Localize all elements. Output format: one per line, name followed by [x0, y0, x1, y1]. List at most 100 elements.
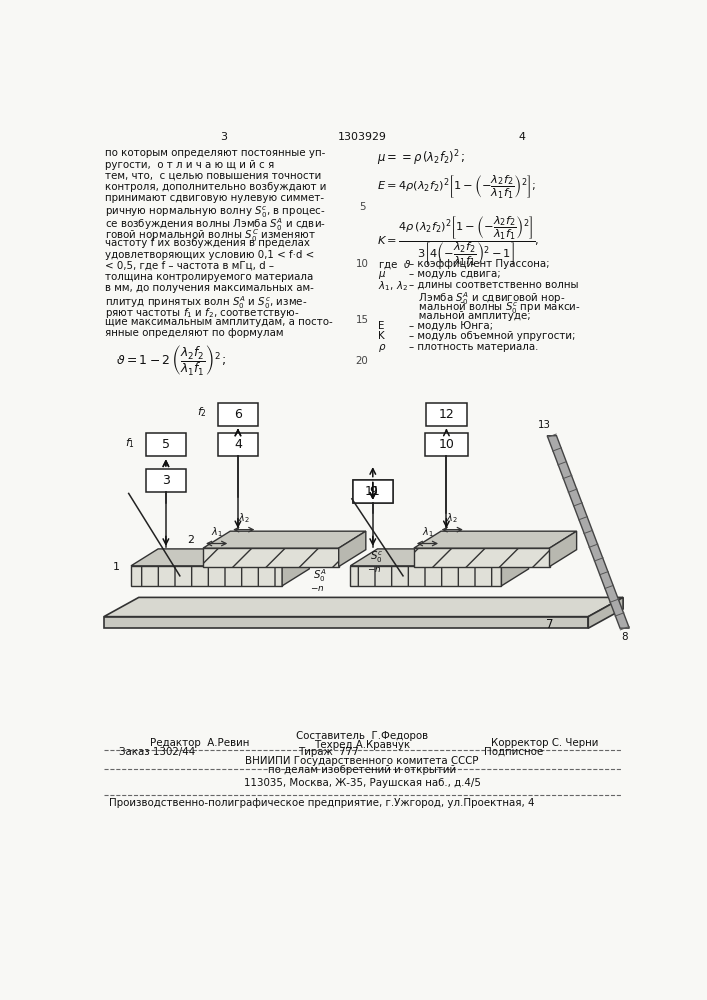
Text: $S_0^c$: $S_0^c$	[370, 550, 382, 565]
Bar	[131, 566, 282, 586]
Text: $-n$: $-n$	[367, 565, 381, 574]
Text: $\mu$: $\mu$	[378, 269, 387, 281]
Text: $\lambda_2$: $\lambda_2$	[446, 511, 458, 525]
Text: 12: 12	[438, 408, 455, 421]
Text: 5: 5	[162, 438, 170, 451]
Text: 2: 2	[187, 535, 194, 545]
Text: щие максимальным амплитудам, а посто-: щие максимальным амплитудам, а посто-	[105, 317, 333, 327]
Text: по делам изобретений и открытий: по делам изобретений и открытий	[268, 765, 456, 775]
Text: 113035, Москва, Ж-35, Раушская наб., д.4/5: 113035, Москва, Ж-35, Раушская наб., д.4…	[243, 778, 480, 788]
Text: – модуль Юнга;: – модуль Юнга;	[409, 321, 493, 331]
Text: 8: 8	[621, 632, 627, 642]
Text: тем, что,  с целью повышения точности: тем, что, с целью повышения точности	[105, 171, 322, 181]
Bar	[425, 433, 468, 456]
Polygon shape	[104, 617, 588, 628]
Text: E: E	[378, 321, 385, 331]
Text: ричную нормальную волну $S_0^c$, в процес-: ричную нормальную волну $S_0^c$, в проце…	[105, 205, 326, 220]
Text: 10: 10	[438, 438, 455, 451]
Text: 7: 7	[546, 618, 553, 631]
Text: удовлетворяющих условию 0,1 < f·d <: удовлетворяющих условию 0,1 < f·d <	[105, 250, 315, 260]
Polygon shape	[282, 549, 309, 586]
Bar	[203, 548, 339, 567]
Text: Составитель  Г.Федоров: Составитель Г.Федоров	[296, 731, 428, 741]
Polygon shape	[339, 531, 366, 567]
Text: 10: 10	[356, 259, 368, 269]
Text: принимают сдвиговую нулевую симмет-: принимают сдвиговую нулевую симмет-	[105, 193, 325, 203]
Bar	[351, 566, 501, 586]
Text: $f_2$: $f_2$	[197, 405, 207, 419]
Text: $\lambda_2$: $\lambda_2$	[238, 511, 250, 525]
Polygon shape	[131, 549, 309, 566]
Text: 11: 11	[365, 485, 380, 498]
Text: – длины соответственно волны: – длины соответственно волны	[409, 279, 579, 289]
Text: Производственно-полиграфическое предприятие, г.Ужгород, ул.Проектная, 4: Производственно-полиграфическое предприя…	[109, 798, 534, 808]
Text: мальной амплитуде;: мальной амплитуде;	[409, 311, 531, 321]
Polygon shape	[501, 549, 529, 586]
Bar	[218, 403, 258, 426]
Polygon shape	[203, 531, 366, 548]
Text: ряют частоты $f_1$ и $f_2$, соответствую-: ряют частоты $f_1$ и $f_2$, соответствую…	[105, 306, 300, 320]
Text: ругости,  о т л и ч а ю щ и й с я: ругости, о т л и ч а ю щ и й с я	[105, 160, 275, 170]
Text: мальной волны $S_0^c$ при макси-: мальной волны $S_0^c$ при макси-	[409, 300, 581, 316]
Text: 15: 15	[356, 315, 368, 325]
Text: Лэмба $S_0^A$ и сдвиговой нор-: Лэмба $S_0^A$ и сдвиговой нор-	[409, 290, 566, 307]
Text: частоту f их возбуждения в пределах: частоту f их возбуждения в пределах	[105, 238, 310, 248]
Text: – плотность материала.: – плотность материала.	[409, 342, 539, 352]
Text: $-n$: $-n$	[310, 584, 325, 593]
Text: $\lambda_1,\,\lambda_2$: $\lambda_1,\,\lambda_2$	[378, 279, 409, 293]
Text: где  $\vartheta$: где $\vartheta$	[378, 259, 411, 271]
Text: 3: 3	[221, 132, 228, 142]
Text: Корректор С. Черни: Корректор С. Черни	[491, 738, 599, 748]
Text: $\mu = = \rho\,(\lambda_2 f_2)^2\,;$: $\mu = = \rho\,(\lambda_2 f_2)^2\,;$	[377, 148, 465, 168]
Text: Заказ 1302/44: Заказ 1302/44	[119, 747, 196, 757]
Text: янные определяют по формулам: янные определяют по формулам	[105, 328, 284, 338]
Bar	[146, 469, 186, 492]
Polygon shape	[351, 549, 529, 566]
Text: контроля, дополнительно возбуждают и: контроля, дополнительно возбуждают и	[105, 182, 327, 192]
Text: Техред А.Кравчук: Техред А.Кравчук	[314, 740, 410, 750]
Text: $K = \dfrac{4\rho\,(\lambda_2 f_2)^2\left[1 - \left(-\dfrac{\lambda_2 f_2}{\lamb: $K = \dfrac{4\rho\,(\lambda_2 f_2)^2\lef…	[377, 214, 539, 268]
Text: 1: 1	[112, 562, 119, 572]
Text: 6: 6	[234, 408, 242, 421]
Text: $\lambda_1$: $\lambda_1$	[421, 525, 433, 539]
Text: $E = 4\rho(\lambda_2 f_2)^2\left[1 - \left(-\dfrac{\lambda_2 f_2}{\lambda_1 f_1}: $E = 4\rho(\lambda_2 f_2)^2\left[1 - \le…	[377, 174, 536, 201]
Text: по которым определяют постоянные уп-: по которым определяют постоянные уп-	[105, 148, 326, 158]
Bar	[353, 480, 393, 503]
Text: 4: 4	[519, 132, 526, 142]
Text: Подписное: Подписное	[484, 747, 543, 757]
Text: 20: 20	[356, 356, 368, 366]
Text: – коэффициент Пуассона;: – коэффициент Пуассона;	[409, 259, 550, 269]
Text: 13: 13	[537, 420, 551, 430]
Bar	[414, 548, 549, 567]
Text: $\vartheta = 1 - 2\,\left(\dfrac{\lambda_2 f_2}{\lambda_1 f_1}\right)^2\,;$: $\vartheta = 1 - 2\,\left(\dfrac{\lambda…	[116, 343, 227, 377]
Text: се возбуждения волны Лэмба $S_0^A$ и сдви-: се возбуждения волны Лэмба $S_0^A$ и сдв…	[105, 216, 327, 233]
Text: ВНИИПИ Государственного комитета СССР: ВНИИПИ Государственного комитета СССР	[245, 756, 479, 766]
Text: говой нормальной волны $S_0^C$ изменяют: говой нормальной волны $S_0^C$ изменяют	[105, 227, 317, 244]
Text: < 0,5, где f – частота в мГц, d –: < 0,5, где f – частота в мГц, d –	[105, 261, 274, 271]
Text: 9: 9	[369, 485, 377, 498]
Text: толщина контролируемого материала: толщина контролируемого материала	[105, 272, 314, 282]
Polygon shape	[414, 531, 577, 548]
Text: K: K	[378, 331, 385, 341]
Text: 1303929: 1303929	[337, 132, 387, 142]
Text: $S_0^A$: $S_0^A$	[313, 567, 327, 584]
Bar	[146, 433, 186, 456]
Text: 5: 5	[358, 202, 366, 212]
Text: в мм, до получения максимальных ам-: в мм, до получения максимальных ам-	[105, 283, 315, 293]
Text: 4: 4	[234, 438, 242, 451]
Text: $\lambda_1$: $\lambda_1$	[211, 525, 223, 539]
Text: – модуль сдвига;: – модуль сдвига;	[409, 269, 501, 279]
Polygon shape	[547, 436, 629, 628]
Polygon shape	[588, 597, 623, 628]
Bar	[353, 480, 393, 503]
Polygon shape	[549, 531, 577, 567]
Text: Редактор  А.Ревин: Редактор А.Ревин	[151, 738, 250, 748]
Text: $f_1$: $f_1$	[125, 436, 135, 450]
Polygon shape	[104, 597, 623, 617]
Text: – модуль объемной упругости;: – модуль объемной упругости;	[409, 331, 575, 341]
Text: Тираж  777: Тираж 777	[298, 747, 358, 757]
Bar	[426, 403, 467, 426]
Bar	[218, 433, 258, 456]
Text: плитуд принятых волн $S_0^A$ и $S_0^c$, изме-: плитуд принятых волн $S_0^A$ и $S_0^c$, …	[105, 295, 308, 311]
Text: $\rho$: $\rho$	[378, 342, 387, 354]
